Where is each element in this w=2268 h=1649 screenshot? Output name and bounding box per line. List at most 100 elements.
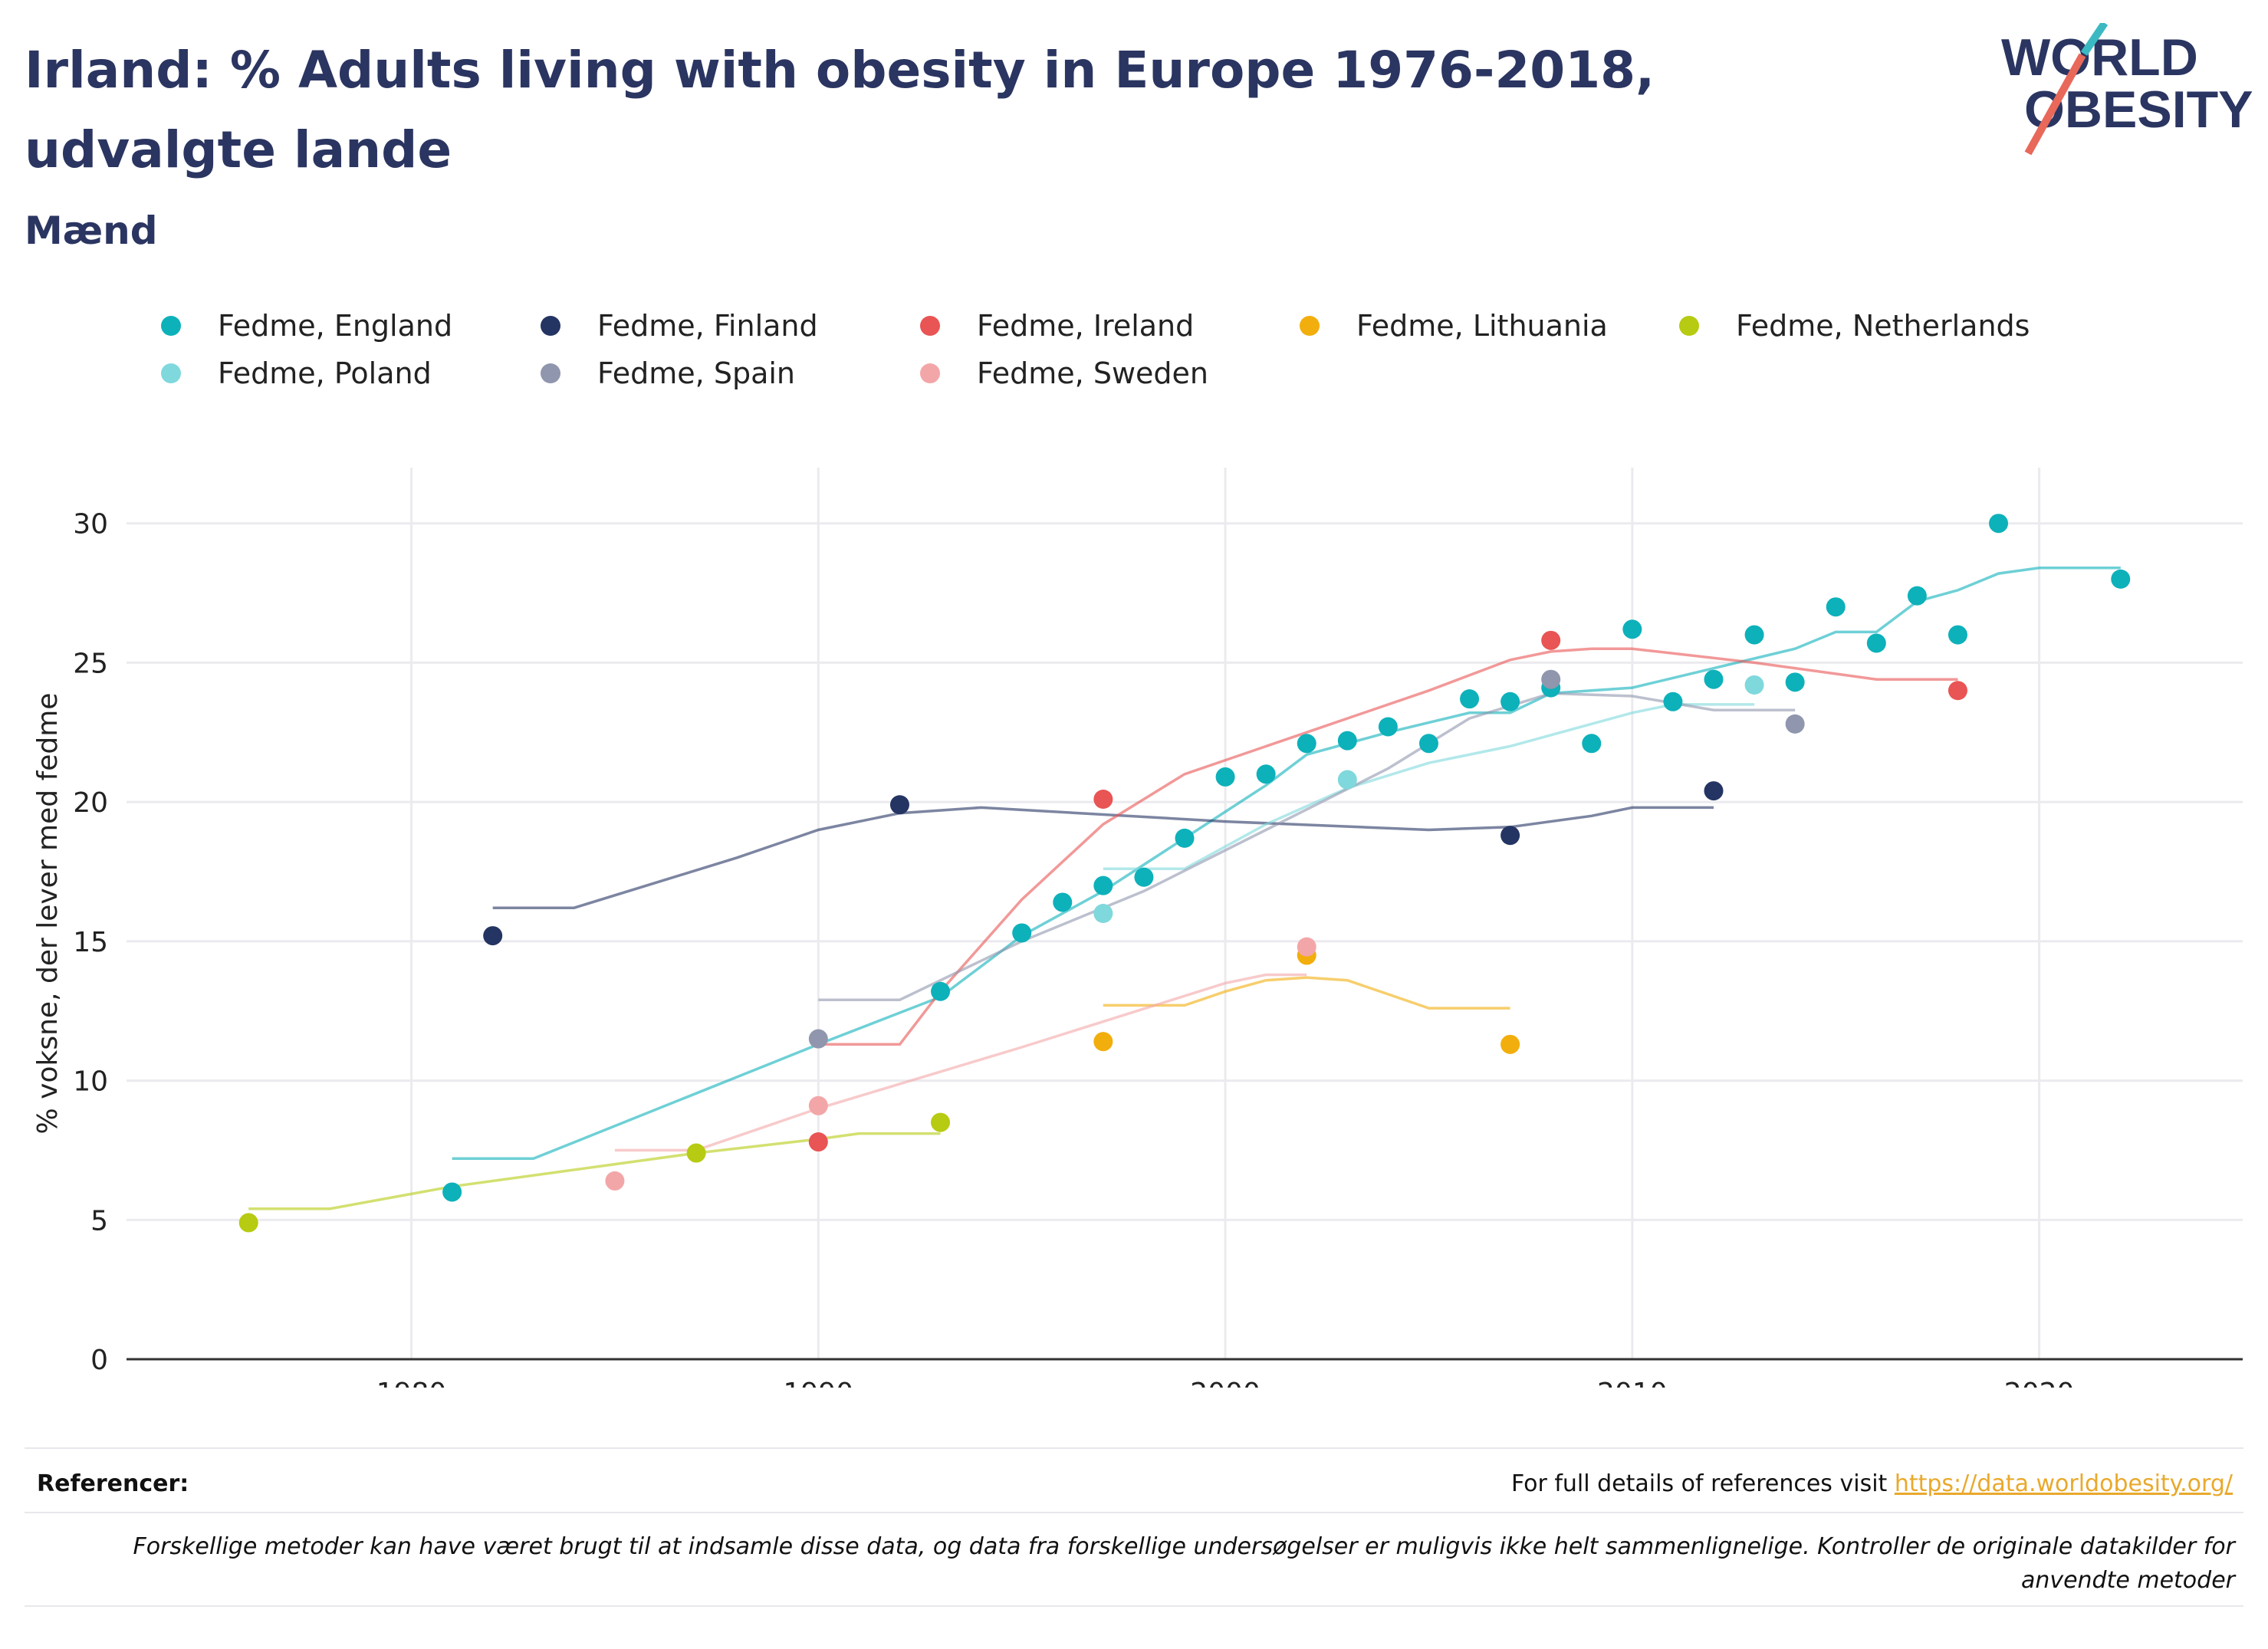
data-point: [442, 1182, 462, 1202]
data-point: [1744, 675, 1764, 695]
y-tick-label: 5: [90, 1205, 108, 1237]
world-obesity-logo: WORLD OBESITY: [2001, 23, 2253, 156]
logo-slash-bottom: [2024, 53, 2086, 156]
data-point: [1704, 669, 1724, 689]
data-point: [483, 926, 503, 946]
data-point: [1337, 770, 1357, 790]
data-point: [1948, 625, 1967, 645]
data-point: [1989, 514, 2009, 534]
x-tick-label: 2010: [1597, 1378, 1668, 1388]
data-point: [1093, 904, 1113, 923]
footer-divider-bottom: [25, 1605, 2243, 1607]
data-point: [1582, 734, 1602, 754]
trend-line: [1103, 703, 1755, 871]
legend-label: Fedme, Lithuania: [1356, 309, 1608, 343]
data-point: [1826, 597, 1846, 617]
trend-line: [452, 567, 2121, 1161]
y-tick-label: 10: [73, 1066, 108, 1098]
trend-line: [248, 1132, 941, 1210]
legend-item[interactable]: Fedme, Ireland: [912, 303, 1194, 349]
data-point: [1622, 619, 1642, 639]
data-point: [889, 795, 909, 815]
legend-item[interactable]: Fedme, Spain: [533, 350, 795, 396]
references-text: For full details of references visit htt…: [1511, 1470, 2233, 1497]
references-prefix: For full details of references visit: [1510, 1470, 1895, 1497]
legend-marker: [541, 316, 560, 336]
legend-marker: [161, 316, 181, 336]
legend-label: Fedme, Netherlands: [1736, 309, 2030, 343]
data-point: [605, 1171, 625, 1191]
logo-line1: WORLD: [2001, 28, 2198, 87]
data-point: [1337, 731, 1357, 751]
legend-label: Fedme, Poland: [218, 356, 432, 390]
data-point: [1785, 672, 1805, 692]
data-point: [1215, 767, 1235, 787]
page-subtitle: Mænd: [25, 209, 158, 253]
legend-item[interactable]: Fedme, Sweden: [912, 350, 1208, 396]
legend-marker: [920, 363, 940, 383]
data-point: [808, 1132, 828, 1152]
data-point: [808, 1096, 828, 1115]
data-point: [1093, 875, 1113, 895]
data-point: [931, 981, 951, 1001]
logo-line2: OBESITY: [2024, 80, 2253, 139]
page-title: Irland: % Adults living with obesity in …: [25, 41, 1655, 179]
legend-label: Fedme, England: [218, 309, 453, 343]
references-label: Referencer:: [37, 1470, 189, 1497]
data-point: [1012, 923, 1032, 943]
y-tick-label: 15: [73, 927, 108, 958]
data-point: [1297, 734, 1316, 754]
references-link[interactable]: https://data.worldobesity.org/: [1894, 1470, 2233, 1497]
x-tick-label: 2000: [1190, 1378, 1261, 1388]
legend-item[interactable]: Fedme, Lithuania: [1292, 303, 1608, 349]
data-point: [808, 1029, 828, 1049]
data-point: [1256, 764, 1276, 784]
trend-line: [614, 973, 1307, 1152]
data-point: [1093, 789, 1113, 809]
y-tick-label: 30: [73, 509, 108, 540]
methods-note: Forskellige metoder kan have været brugt…: [133, 1533, 2235, 1594]
data-point: [1907, 586, 1927, 606]
x-tick-label: 1990: [783, 1378, 853, 1388]
data-point: [1093, 1032, 1113, 1052]
data-point: [1378, 717, 1398, 737]
data-point: [1500, 691, 1520, 711]
legend-item[interactable]: Fedme, England: [153, 303, 452, 349]
data-point: [1460, 689, 1480, 709]
data-point: [1704, 781, 1724, 801]
legend-marker: [161, 363, 181, 383]
footer-divider-top: [25, 1447, 2243, 1449]
y-tick-label: 0: [90, 1345, 108, 1376]
data-point: [1541, 669, 1561, 689]
footer-divider-middle: [25, 1512, 2243, 1513]
data-point: [1866, 633, 1886, 653]
data-point: [1500, 1034, 1520, 1054]
data-point: [1541, 630, 1561, 650]
data-point: [1785, 714, 1805, 734]
legend-label: Fedme, Sweden: [977, 356, 1208, 390]
data-point: [1744, 625, 1764, 645]
data-point: [1418, 734, 1438, 754]
trend-line: [818, 691, 1796, 1001]
data-point: [1663, 691, 1683, 711]
legend-item[interactable]: Fedme, Netherlands: [1671, 303, 2030, 349]
legend-label: Fedme, Finland: [597, 309, 818, 343]
legend-marker: [920, 316, 940, 336]
x-tick-label: 2020: [2004, 1378, 2075, 1388]
x-tick-label: 1980: [376, 1378, 447, 1388]
legend-label: Fedme, Ireland: [977, 309, 1195, 343]
data-point: [686, 1143, 706, 1163]
chart-legend: Fedme, England Fedme, Finland Fedme, Irela…: [153, 303, 2224, 410]
legend-marker: [1300, 316, 1320, 336]
y-axis-title: % voksne, der lever med fedme: [32, 693, 64, 1135]
legend-item[interactable]: Fedme, Poland: [153, 350, 432, 396]
chart-plot: 1980 1990 2000 2010 2020 0 5 10 15 20 25 30 % voksne…: [32, 468, 2243, 1388]
legend-item[interactable]: Fedme, Finland: [533, 303, 818, 349]
data-point: [1948, 681, 1967, 701]
trend-line: [818, 647, 1958, 1046]
trend-line: [1103, 976, 1510, 1010]
legend-marker: [1679, 316, 1699, 336]
data-point: [1297, 937, 1316, 957]
legend-label: Fedme, Spain: [597, 356, 796, 390]
logo-slash-top: [2080, 23, 2109, 56]
